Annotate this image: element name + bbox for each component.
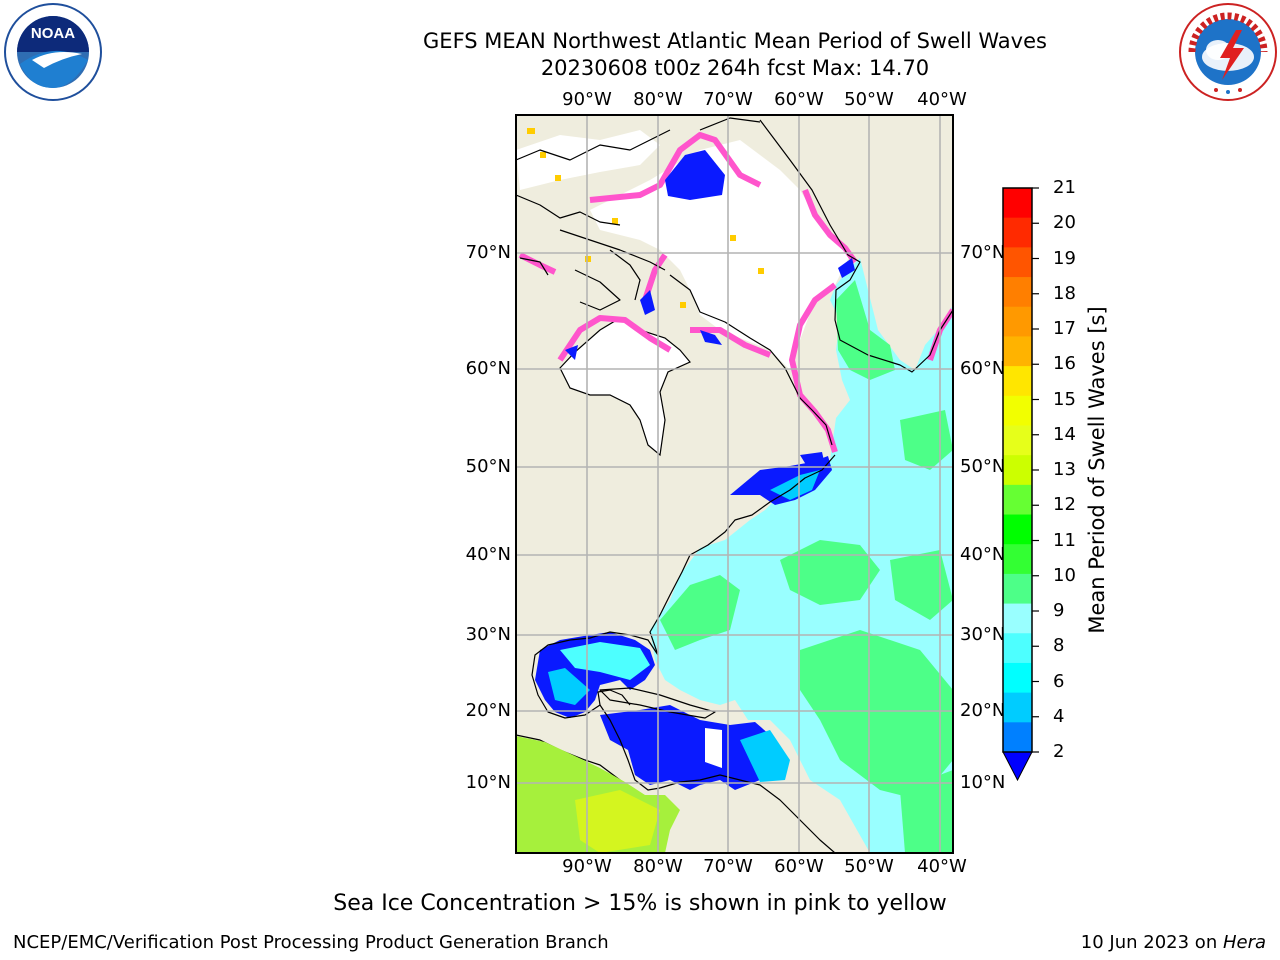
coastlines [516, 117, 953, 446]
footer-date-text: 10 Jun 2023 on [1080, 932, 1223, 953]
colorbar-tick-label: 19 [1053, 247, 1076, 269]
colorbar-tick-label: 13 [1053, 459, 1076, 480]
lat-label-left: 40°N [465, 544, 511, 565]
footer-credit: NCEP/EMC/Verification Post Processing Pr… [13, 932, 609, 953]
colorbar-tick-label: 21 [1053, 177, 1076, 198]
footer-date: 10 Jun 2023 on Hera [1081, 932, 1266, 954]
lon-label-bottom: 70°W [703, 856, 753, 877]
graticule [516, 115, 953, 853]
colorbar-swatch [1003, 544, 1032, 575]
lat-label-left: 70°N [465, 242, 511, 263]
gulf-st-lawrence [730, 456, 832, 505]
east-coast-outline [649, 454, 836, 656]
lon-label-bottom: 40°W [917, 856, 967, 877]
svg-text:NOAA: NOAA [31, 25, 75, 42]
chart-title: GEFS MEAN Northwest Atlantic Mean Period… [423, 29, 1047, 53]
gulf-coast-outline [531, 631, 659, 719]
colorbar-swatch [1003, 455, 1032, 486]
colorbar-swatch [1003, 366, 1032, 397]
lat-label-left: 10°N [465, 772, 511, 793]
lat-label-right: 70°N [960, 242, 1006, 263]
lat-label-left: 20°N [465, 700, 511, 721]
lon-label-bottom: 80°W [633, 856, 683, 877]
colorbar-tick-label: 11 [1053, 529, 1076, 551]
lon-label-top: 80°W [633, 89, 683, 110]
lon-label-top: 50°W [844, 89, 894, 110]
colorbar-swatch [1003, 277, 1032, 308]
chart-subtitle: 20230608 t00z 264h fcst Max: 14.70 [540, 56, 930, 80]
colorbar-swatch [1003, 336, 1032, 367]
central-america-outline [599, 704, 661, 791]
sea-ice-note: Sea Ice Concentration > 15% is shown in … [333, 891, 947, 916]
colorbar-swatch [1003, 514, 1032, 545]
lat-label-left: 50°N [465, 456, 511, 477]
colorbar-tick-label: 16 [1053, 353, 1076, 375]
colorbar-swatch [1003, 662, 1032, 694]
colorbar-swatch [1003, 247, 1032, 278]
lat-label-right: 60°N [960, 358, 1006, 379]
caribbean-sea [600, 705, 775, 790]
colorbar-tick-label: 20 [1053, 212, 1076, 234]
map-frame [515, 114, 954, 854]
sea-ice-core [565, 150, 855, 468]
colorbar-tick-label: 6 [1053, 670, 1065, 692]
colorbar-tick-label: 2 [1053, 741, 1065, 762]
lat-label-left: 60°N [465, 358, 511, 379]
colorbar-swatch [1003, 573, 1032, 605]
colorbar-tick-label: 9 [1053, 600, 1065, 621]
colorbar-swatch [1003, 306, 1032, 337]
lon-label-top: 90°W [562, 89, 612, 110]
colorbar-tick-label: 8 [1053, 635, 1065, 657]
colorbar-swatch [1003, 188, 1032, 219]
noaa-logo-icon: NOAA [4, 3, 102, 101]
sea-ice-fringe [527, 128, 764, 308]
cuba-outline [599, 687, 716, 719]
lon-label-top: 40°W [917, 89, 967, 110]
colorbar-swatch [1003, 484, 1032, 516]
colorbar-swatch [1003, 217, 1032, 248]
colorbar-swatch [1003, 395, 1032, 426]
colorbar-swatch [1003, 633, 1032, 664]
colorbar-tick-label: 10 [1053, 564, 1076, 586]
colorbar-swatch [1003, 722, 1032, 753]
colorbar-tick-label: 4 [1053, 705, 1065, 727]
lat-label-right: 10°N [960, 772, 1006, 793]
colorbar-tick-label: 15 [1053, 388, 1076, 410]
lat-label-right: 30°N [960, 624, 1006, 645]
colorbar-swatch [1003, 692, 1032, 723]
colorbar-extend-triangle [1002, 751, 1033, 782]
nws-logo-icon [1179, 3, 1277, 101]
colorbar-tick-label: 17 [1053, 318, 1076, 339]
lon-label-bottom: 50°W [844, 856, 894, 877]
gulf-light-area [560, 642, 650, 680]
colorbar-title: Mean Period of Swell Waves [s] [1085, 306, 1109, 634]
lon-label-top: 70°W [703, 89, 753, 110]
colorbar-tick-label: 12 [1053, 494, 1076, 516]
lat-label-right: 20°N [960, 700, 1006, 721]
colorbar-tick-label: 18 [1053, 282, 1076, 304]
lat-label-right: 40°N [960, 544, 1006, 565]
lat-label-right: 50°N [960, 456, 1006, 477]
colorbar-tick-label: 14 [1053, 423, 1076, 445]
footer-host: Hera [1222, 932, 1266, 953]
lon-label-top: 60°W [774, 89, 824, 110]
colorbar-swatch [1003, 603, 1032, 634]
colorbar-swatch [1003, 425, 1032, 456]
lon-label-bottom: 90°W [562, 856, 612, 877]
baffin-bay [590, 140, 850, 370]
lon-label-bottom: 60°W [774, 856, 824, 877]
lat-label-left: 30°N [465, 624, 511, 645]
